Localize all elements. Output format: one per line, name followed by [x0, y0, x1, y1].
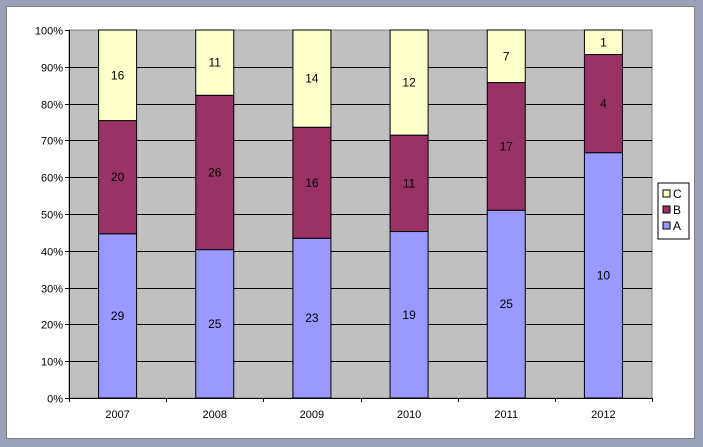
y-axis: 0% 10% 20% 30% 40% 50% 60% 70% 80% 90% 100%: [35, 26, 70, 406]
data-label: 11: [209, 56, 222, 70]
bar-segment-b: [195, 94, 235, 251]
bar-segment-a: [195, 249, 235, 399]
bar-segment-c: [389, 29, 429, 136]
bar-segment-c: [583, 29, 623, 56]
bar-segment-b: [292, 126, 332, 239]
data-label: 25: [208, 317, 222, 331]
x-tick-label: 2012: [591, 409, 615, 421]
y-tick-label: 80%: [41, 100, 63, 112]
y-tick-label: 90%: [41, 63, 63, 75]
y-tick-label: 50%: [41, 210, 63, 222]
x-tick-label: 2010: [397, 409, 421, 421]
data-label: 1: [600, 35, 607, 49]
y-tick-label: 70%: [41, 136, 63, 148]
bar-segment-b: [98, 120, 138, 235]
bar-segment-c: [195, 29, 235, 96]
bar-segment-a: [583, 152, 623, 399]
x-tick-label: 2008: [203, 409, 227, 421]
bar-segment-a: [292, 237, 332, 399]
data-label: 23: [305, 311, 319, 325]
y-tick-label: 100%: [35, 26, 63, 38]
data-label: 17: [500, 139, 514, 153]
bar-segment-c: [292, 29, 332, 128]
x-tick-label: 2011: [494, 409, 518, 421]
data-label: 19: [402, 308, 416, 322]
gridlines: [69, 67, 652, 362]
legend-label-b: B: [673, 203, 681, 217]
data-label: 29: [111, 309, 125, 323]
bars: 29 20 16 25 26 11 23 16 14 19 11 12 25 17 7 10 4 1: [98, 29, 623, 399]
bar-segment-b: [486, 82, 526, 211]
bar-segment-b: [389, 134, 429, 233]
data-label: 10: [597, 268, 611, 282]
data-label: 4: [600, 97, 607, 111]
x-tick-label: 2009: [300, 409, 324, 421]
data-label: 26: [208, 165, 222, 179]
y-tick-label: 20%: [41, 320, 63, 332]
data-label: 14: [305, 72, 319, 86]
bar-segment-c: [98, 29, 138, 122]
legend-label-c: C: [673, 187, 682, 201]
legend-swatch-a: [662, 221, 671, 230]
bar-segment-b: [583, 54, 623, 154]
bar-segment-c: [486, 29, 526, 84]
data-label: 20: [111, 170, 125, 184]
data-label: 16: [111, 68, 125, 82]
bar-segment-a: [486, 209, 526, 399]
data-label: 7: [503, 49, 510, 63]
stacked-percent-bar-chart: 29 20 16 25 26 11 23 16 14 19 11 12 25 17 7 10 4 1 0% 10% 2…: [35, 26, 690, 421]
y-tick-label: 40%: [41, 247, 63, 259]
chart-frame: 29 20 16 25 26 11 23 16 14 19 11 12 25 17 7 10 4 1 0% 10% 2…: [6, 6, 695, 439]
legend-swatch-b: [662, 205, 671, 214]
y-tick-label: 30%: [41, 284, 63, 296]
data-label: 16: [305, 176, 319, 190]
y-tick-label: 10%: [41, 357, 63, 369]
legend: CBA: [657, 182, 690, 240]
y-tick-label: 0%: [47, 394, 63, 406]
legend-label-a: A: [673, 219, 681, 233]
data-label: 11: [403, 176, 416, 190]
x-tick-label: 2007: [105, 409, 129, 421]
x-axis: 2007 2008 2009 2010 2011 2012: [69, 398, 653, 421]
data-label: 25: [500, 297, 514, 311]
legend-swatch-c: [662, 189, 671, 198]
data-label: 12: [402, 76, 416, 90]
y-tick-label: 60%: [41, 173, 63, 185]
